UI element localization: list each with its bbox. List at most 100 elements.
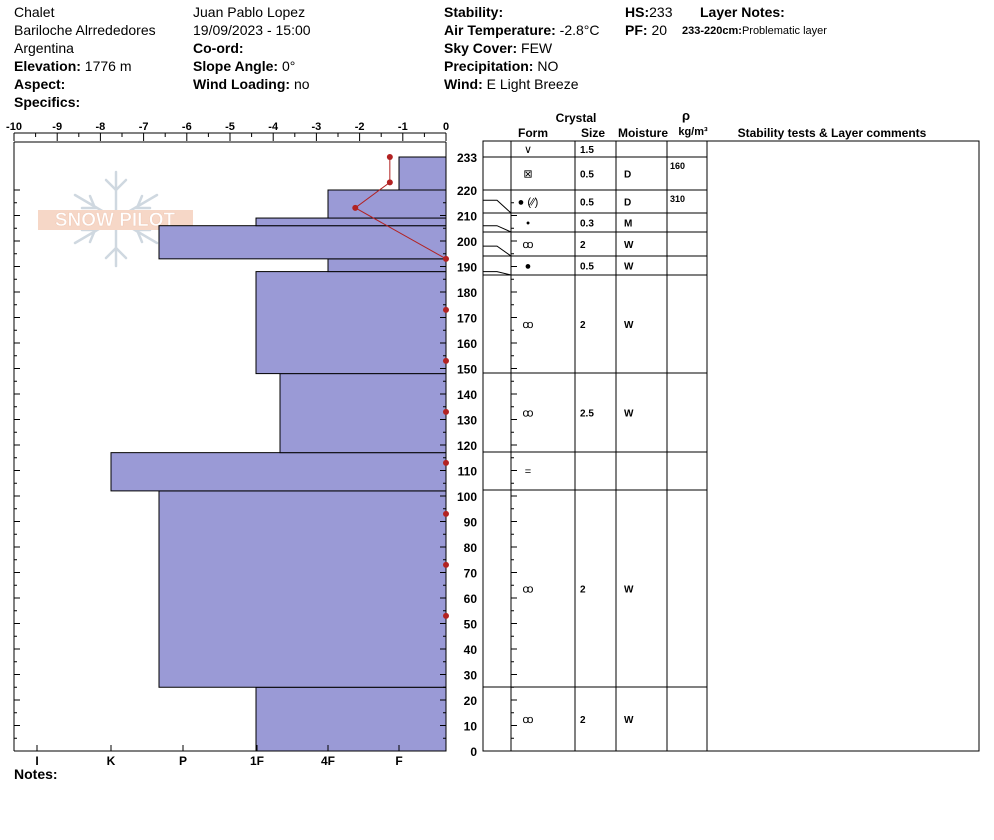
elevation-field: Elevation: 1776 m — [14, 57, 132, 75]
hardness-axis-label: 4F — [321, 754, 335, 768]
coord-label: Co-ord: — [193, 40, 244, 56]
height-tick-label: 170 — [457, 312, 477, 326]
pf-field: PF: 20 — [625, 21, 667, 39]
layer-note: 233-220cm:Problematic layer — [682, 22, 827, 40]
height-tick-label: 90 — [464, 516, 478, 530]
height-tick-label: 100 — [457, 490, 477, 504]
temp-tick-label: -2 — [355, 121, 365, 133]
hardness-bar — [255, 686, 447, 752]
snowpilot-logo: SNOW PILOT — [38, 170, 193, 268]
layer-density: 310 — [670, 194, 685, 204]
temp-tick-label: -7 — [139, 121, 149, 133]
pf-label: PF: — [625, 22, 648, 38]
notes-label: Notes: — [14, 766, 58, 782]
temp-tick-label: -9 — [52, 121, 62, 133]
layer-size: 2 — [580, 320, 586, 331]
layer-size: 1.5 — [580, 145, 594, 156]
layer-form: = — [525, 466, 531, 478]
density-unit-header: kg/m³ — [678, 126, 708, 138]
temp-tick-label: -5 — [225, 121, 235, 133]
hardness-axis-label: 1F — [250, 754, 264, 768]
hardness-bar — [255, 217, 447, 227]
layer-size: 2 — [580, 240, 586, 251]
temperature-point — [443, 561, 449, 568]
temperature-point — [443, 255, 449, 262]
hardness-axis: I K P 1F 4F F — [35, 745, 403, 768]
temperature-point — [443, 357, 449, 364]
hardness-axis-label: P — [179, 754, 187, 768]
wind-loading-value: no — [293, 76, 310, 92]
hardness-bar — [110, 452, 447, 492]
layer-size: 2 — [580, 715, 586, 726]
hardness-axis-label: K — [107, 754, 116, 768]
height-tick-label: 50 — [464, 618, 478, 632]
layer-connector — [483, 245, 512, 257]
layer-note-range: 233-220cm: — [682, 25, 742, 37]
stability-label: Stability: — [444, 4, 504, 20]
height-tick-label: 160 — [457, 337, 477, 351]
height-tick-label: 120 — [457, 439, 477, 453]
temperature-point — [443, 612, 449, 619]
temp-tick-label: -1 — [398, 121, 408, 133]
layer-size: 0.5 — [580, 170, 594, 181]
hardness-bar — [158, 225, 447, 260]
layer-moisture: D — [624, 198, 631, 209]
hs-value: 233 — [649, 4, 673, 20]
temperature-point — [443, 459, 449, 466]
temperature-point — [386, 154, 393, 160]
layer-connector — [483, 271, 512, 276]
layer-form: • — [526, 218, 530, 230]
layer-form: ꝏ — [522, 239, 533, 251]
hs-field: HS:233 — [625, 3, 672, 21]
hardness-bars — [110, 156, 447, 752]
hardness-bar — [398, 156, 447, 191]
layer-connector — [483, 225, 512, 233]
air-temp-value: -2.8°C — [559, 22, 600, 38]
temp-tick-label: 0 — [443, 121, 449, 133]
table-border — [482, 140, 980, 752]
layer-moisture: W — [624, 240, 634, 251]
wind-label: Wind: — [444, 76, 483, 92]
location-name: Chalet — [14, 4, 55, 20]
layer-form: ꝏ — [522, 584, 533, 596]
layer-size: 2.5 — [580, 409, 594, 420]
layer-size: 2 — [580, 585, 586, 596]
layer-note-text: Problematic layer — [741, 25, 827, 37]
layer-moisture: W — [624, 262, 634, 273]
sky-cover-field: Sky Cover: FEW — [444, 39, 552, 57]
logo-text: SNOW PILOT — [55, 210, 176, 231]
wind-value: E Light Breeze — [486, 76, 579, 92]
temperature-point — [386, 179, 393, 186]
observer-name: Juan Pablo Lopez — [193, 4, 306, 20]
slope-label: Slope Angle: — [193, 58, 279, 74]
rho-header: ρ — [682, 108, 690, 123]
layer-form: ꝏ — [522, 408, 533, 420]
temperature-point — [352, 204, 359, 211]
temperature-axis: -10 -9 -8 -7 -6 -5 -4 -3 -2 -1 0 — [6, 121, 449, 141]
layer-notes-label: Layer Notes: — [700, 4, 785, 20]
layer-form: ꝏ — [522, 319, 533, 331]
precipitation-field: Precipitation: NO — [444, 57, 558, 75]
height-tick-label: 140 — [457, 388, 477, 402]
hardness-bar — [158, 490, 447, 688]
pf-value: 20 — [651, 22, 668, 38]
height-tick-label: 200 — [457, 235, 477, 249]
moisture-header: Moisture — [618, 126, 668, 140]
layer-table: Crystal Form Size Moisture ρ kg/m³ Stabi… — [482, 108, 980, 752]
form-header: Form — [518, 126, 548, 140]
elevation-label: Elevation: — [14, 58, 81, 74]
hardness-axis-label: I — [35, 754, 38, 768]
height-tick-label: 60 — [464, 592, 478, 606]
temp-tick-label: -8 — [96, 121, 106, 133]
size-header: Size — [581, 126, 605, 140]
layer-moisture: W — [624, 585, 634, 596]
country-name: Argentina — [14, 40, 74, 56]
layer-size: 0.5 — [580, 262, 594, 273]
temperature-line — [354, 157, 447, 260]
layer-moisture: M — [624, 219, 632, 230]
height-tick-label: 220 — [457, 184, 477, 198]
hardness-axis-label: F — [395, 754, 402, 768]
layer-density: 160 — [670, 161, 685, 171]
wind-loading-field: Wind Loading: no — [193, 75, 310, 93]
